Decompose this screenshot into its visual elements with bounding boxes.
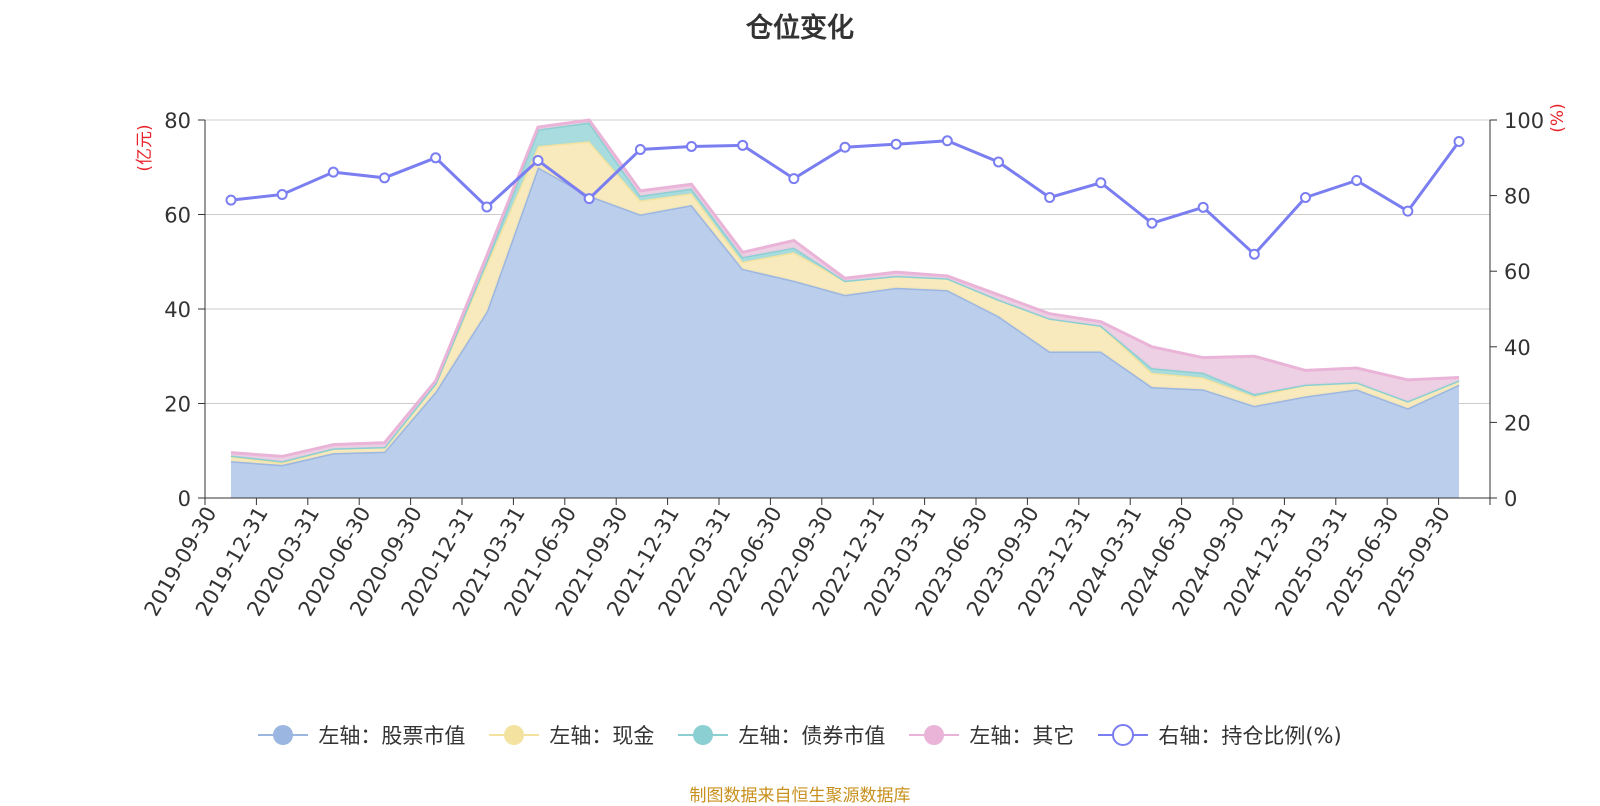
axes xyxy=(198,119,1497,505)
left-tick-label: 0 xyxy=(178,487,191,511)
stacked-areas xyxy=(230,118,1460,498)
ratio-point xyxy=(1197,201,1209,213)
legend-item[interactable]: 左轴：股票市值 xyxy=(258,720,465,750)
legend-marker-icon xyxy=(489,725,540,745)
left-axis-unit: (亿元) xyxy=(135,124,155,171)
ratio-point xyxy=(225,194,237,206)
ratio-point xyxy=(532,154,544,166)
ratio-point xyxy=(583,193,595,205)
area-左轴：现金 xyxy=(231,141,1459,465)
ratio-point xyxy=(276,188,288,200)
ratio-point xyxy=(379,172,390,184)
chart-title: 仓位变化 xyxy=(746,13,854,44)
ratio-point xyxy=(839,141,851,153)
legend: 左轴：股票市值 左轴：现金 左轴：债券市值 左轴：其它 右轴：持仓比例(%) xyxy=(0,720,1600,750)
source-note: 制图数据来自恒生聚源数据库 xyxy=(689,786,911,806)
ratio-point xyxy=(686,140,697,152)
ratio-point xyxy=(430,152,442,164)
ratio-point xyxy=(327,166,339,178)
legend-item[interactable]: 右轴：持仓比例(%) xyxy=(1098,720,1342,750)
ratio-point xyxy=(1044,191,1056,203)
ratio-point xyxy=(634,143,646,155)
legend-marker-icon xyxy=(1098,724,1149,746)
legend-item[interactable]: 左轴：现金 xyxy=(489,720,654,750)
right-axis-unit: (%) xyxy=(1548,103,1568,132)
ratio-point xyxy=(941,135,953,147)
ratio-point xyxy=(890,138,902,150)
right-tick-label: 100 xyxy=(1504,109,1544,133)
area-左轴：股票市值 xyxy=(231,167,1459,498)
ratio-point xyxy=(1453,136,1465,148)
legend-label: 左轴：其它 xyxy=(969,724,1075,748)
left-tick-label: 40 xyxy=(164,298,191,322)
area-edge-左轴：其它 xyxy=(230,118,1460,458)
legend-label: 右轴：持仓比例(%) xyxy=(1158,724,1342,748)
left-tick-label: 20 xyxy=(164,393,191,417)
ratio-point xyxy=(1351,174,1363,186)
legend-label: 左轴：股票市值 xyxy=(318,724,466,748)
ratio-point xyxy=(1095,177,1107,189)
legend-item[interactable]: 左轴：其它 xyxy=(909,720,1074,750)
ratio-line-path xyxy=(230,139,1461,257)
legend-marker-icon xyxy=(678,725,729,745)
legend-label: 左轴：债券市值 xyxy=(738,724,886,748)
right-tick-label: 60 xyxy=(1504,260,1531,284)
left-tick-label: 80 xyxy=(164,109,191,133)
legend-marker-icon xyxy=(258,725,309,745)
ratio-line xyxy=(225,135,1465,260)
ratio-point xyxy=(481,201,493,213)
ratio-point xyxy=(1300,191,1311,203)
ratio-point xyxy=(788,173,800,185)
ratio-point xyxy=(737,139,749,151)
legend-item[interactable]: 左轴：债券市值 xyxy=(678,720,885,750)
legend-label: 左轴：现金 xyxy=(549,724,655,748)
right-tick-label: 40 xyxy=(1504,336,1531,360)
ratio-point xyxy=(1146,217,1158,229)
right-tick-label: 0 xyxy=(1504,487,1517,511)
ratio-point xyxy=(993,156,1004,168)
right-tick-label: 20 xyxy=(1504,411,1531,435)
ratio-point xyxy=(1402,205,1414,217)
ratio-point xyxy=(1248,248,1260,260)
right-tick-label: 80 xyxy=(1504,185,1531,209)
legend-marker-icon xyxy=(909,725,960,745)
left-tick-label: 60 xyxy=(164,204,191,228)
